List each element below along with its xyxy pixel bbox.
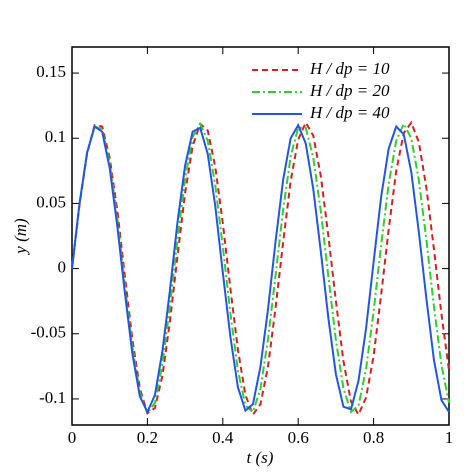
y-tick-label: -0.05 [31, 323, 66, 342]
y-tick-label: 0 [58, 257, 67, 276]
legend-label: H / dp = 40 [309, 103, 390, 122]
x-axis-label: t (s) [247, 448, 274, 467]
y-tick-label: 0.05 [36, 192, 66, 211]
y-tick-label: 0.1 [45, 127, 66, 146]
x-tick-label: 0.4 [212, 428, 234, 447]
y-tick-label: -0.1 [39, 388, 66, 407]
x-tick-label: 0.6 [288, 428, 309, 447]
line-series [71, 120, 450, 417]
x-tick-label: 0.8 [363, 428, 384, 447]
y-axis-label: y (m) [11, 218, 30, 256]
plot-frame [71, 46, 450, 426]
x-tick-label: 0 [68, 428, 77, 447]
line-series [71, 122, 450, 415]
x-tick-label: 0.2 [137, 428, 158, 447]
x-tick-label: 1 [445, 428, 454, 447]
legend-label: H / dp = 10 [309, 59, 390, 78]
y-tick-label: 0.15 [36, 62, 66, 81]
legend-label: H / dp = 20 [309, 81, 390, 100]
